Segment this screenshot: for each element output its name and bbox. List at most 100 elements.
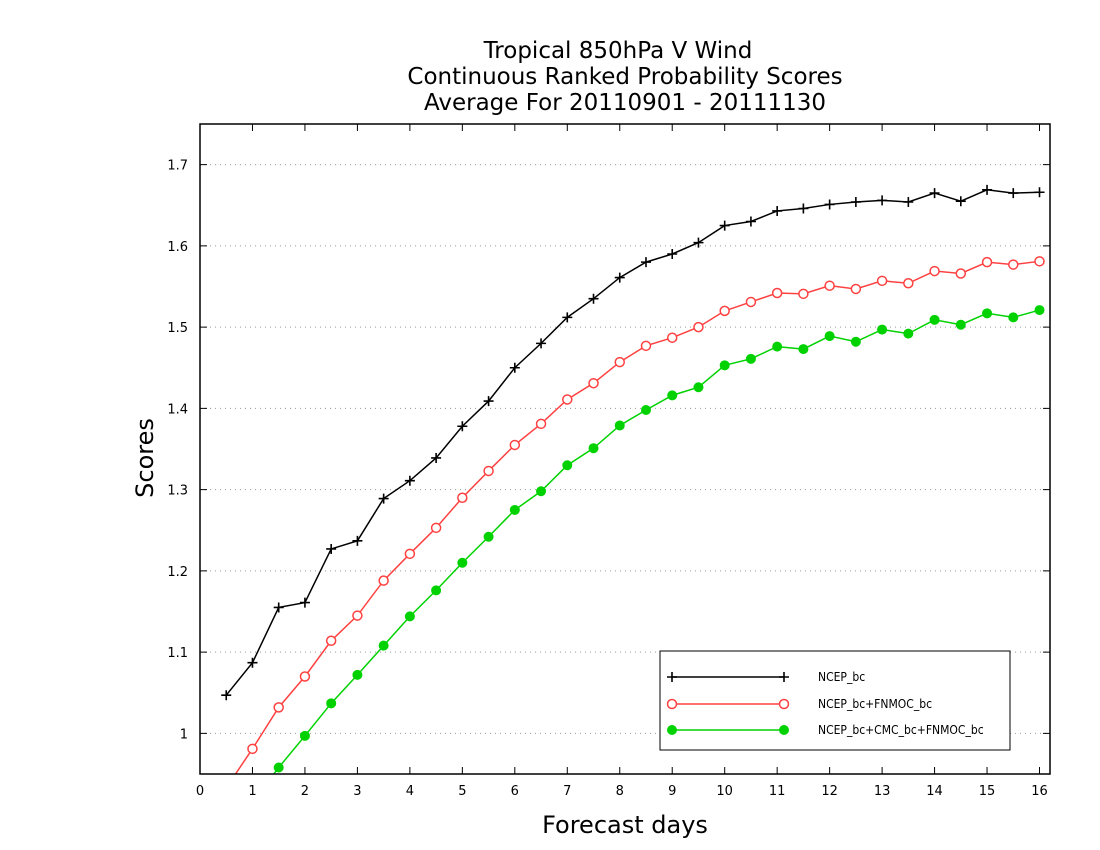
data-point [955, 319, 966, 330]
legend-entries: NCEP_bc NCEP_bc+FNMOC_bc NCEP_bc+CMC_bc+FN… [666, 670, 984, 737]
data-point [955, 268, 967, 279]
data-point [850, 336, 861, 347]
data-point [299, 730, 310, 741]
data-point [325, 635, 337, 646]
data-point [693, 382, 704, 393]
data-point [431, 585, 442, 596]
legend-marker [779, 672, 789, 682]
y-tick-label: 1 [180, 727, 188, 742]
legend-marker [778, 698, 790, 710]
data-point [509, 362, 520, 373]
series-3 [248, 305, 1045, 807]
legend-item: NCEP_bc+FNMOC_bc [666, 697, 932, 711]
data-point [640, 340, 652, 352]
data-point [1034, 256, 1045, 267]
y-axis: 1 1.1 1.2 1.3 1.4 1.5 1.6 1.7 [167, 159, 1050, 742]
data-point [876, 275, 888, 287]
data-point [798, 344, 809, 355]
data-point [404, 475, 415, 486]
plot-frame [199, 123, 1051, 775]
legend-item: NCEP_bc [667, 670, 865, 684]
data-point [877, 324, 888, 335]
x-tick-label: 0 [196, 784, 204, 799]
data-point [536, 338, 547, 349]
data-point [798, 203, 809, 214]
legend-marker [667, 725, 677, 735]
data-point [588, 443, 599, 454]
y-tick-label: 1.7 [167, 159, 188, 174]
legend-box [659, 650, 1011, 751]
series-1 [221, 184, 1045, 701]
data-point [273, 762, 284, 773]
data-point [431, 452, 442, 463]
legend-label: NCEP_bc [818, 670, 865, 684]
data-point [667, 249, 678, 259]
data-point [614, 272, 625, 283]
data-point [562, 460, 573, 471]
x-axis: 0 1 2 3 4 5 6 7 8 9 10 11 12 13 14 15 16 [196, 124, 1048, 799]
data-point [666, 332, 678, 343]
data-point [509, 439, 521, 451]
data-point [929, 314, 940, 325]
data-point [536, 486, 547, 497]
legend: NCEP_bc NCEP_bc+FNMOC_bc NCEP_bc+CMC_bc+FN… [659, 650, 1011, 751]
x-tick-label: 2 [301, 784, 309, 799]
chart-subtitle: Continuous Ranked Probability Scores [407, 64, 842, 90]
data-point [719, 220, 730, 231]
x-tick-label: 14 [926, 784, 943, 799]
data-point [667, 390, 678, 401]
x-tick-label: 11 [769, 784, 786, 799]
data-point [483, 465, 494, 477]
data-point [535, 418, 547, 430]
data-point [850, 197, 861, 207]
grid [200, 164, 1050, 734]
data-point [326, 698, 337, 709]
x-tick-label: 10 [716, 784, 733, 799]
data-point [772, 205, 783, 216]
data-point [562, 312, 573, 323]
data-point [719, 305, 730, 317]
data-point [457, 492, 468, 503]
chart-date-range: Average For 20110901 - 20111130 [424, 90, 826, 116]
x-tick-label: 7 [563, 784, 571, 799]
data-point [614, 356, 626, 368]
chart-title: Tropical 850hPa V Wind [483, 38, 753, 64]
y-axis-title: Scores [131, 418, 159, 498]
data-point [404, 611, 415, 622]
data-point [588, 293, 599, 304]
data-point [483, 531, 494, 542]
data-point [771, 287, 783, 299]
x-tick-label: 15 [979, 784, 996, 799]
x-tick-label: 1 [248, 784, 256, 799]
data-point [1034, 187, 1045, 198]
data-point [824, 199, 835, 210]
data-point [457, 557, 468, 568]
data-point [273, 602, 284, 613]
data-point [903, 328, 914, 339]
legend-marker [666, 698, 678, 710]
legend-label: NCEP_bc+FNMOC_bc [818, 697, 932, 711]
data-point [352, 610, 363, 621]
data-point [588, 377, 599, 389]
x-tick-label: 6 [511, 784, 519, 799]
data-point [981, 256, 993, 268]
data-point [903, 278, 914, 289]
data-point [222, 783, 231, 792]
data-point [248, 798, 257, 807]
data-point [824, 331, 835, 342]
x-tick-label: 8 [616, 784, 624, 799]
data-point [640, 257, 651, 268]
data-point [404, 548, 416, 560]
x-axis-title: Forecast days [542, 811, 708, 839]
x-tick-label: 13 [874, 784, 891, 799]
data-point [352, 535, 363, 546]
data-point [247, 657, 258, 668]
data-point [1008, 312, 1019, 323]
data-point [299, 671, 311, 682]
data-point [247, 743, 258, 755]
y-tick-label: 1.1 [167, 646, 188, 661]
series-line [272, 309, 1040, 774]
data-point [929, 265, 940, 277]
data-point [1008, 259, 1019, 270]
legend-marker [667, 672, 677, 682]
